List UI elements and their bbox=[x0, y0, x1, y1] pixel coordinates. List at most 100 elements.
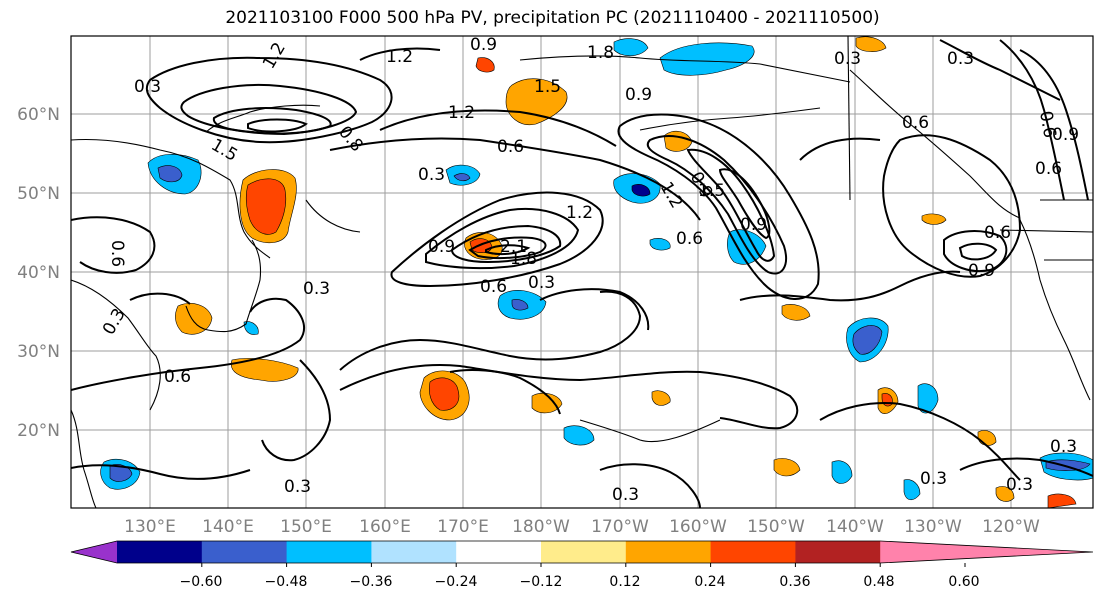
contour-label: 0.3 bbox=[1050, 437, 1077, 457]
precip-blob bbox=[453, 173, 471, 182]
contour-label: 0.3 bbox=[134, 77, 161, 97]
contour-label: 1.2 bbox=[386, 47, 413, 67]
contour-label: 0.3 bbox=[528, 273, 555, 293]
contour-label: 0.9 bbox=[625, 85, 652, 105]
contour-label: 0.9 bbox=[968, 261, 995, 281]
lon-label: 130°E bbox=[124, 517, 176, 537]
colorbar-ticks: −0.60 −0.48 −0.36 −0.24 −0.12 0.12 0.24 … bbox=[180, 574, 980, 590]
contour-label: 0.6 bbox=[497, 137, 524, 157]
colorbar bbox=[70, 540, 1094, 567]
contour-label: 1.5 bbox=[534, 77, 561, 97]
contour-label: 0.9 bbox=[470, 35, 497, 55]
lat-label: 40°N bbox=[17, 263, 60, 283]
precip-blob bbox=[917, 383, 939, 414]
precip-blob bbox=[651, 390, 671, 406]
colorbar-tick-label: 0.36 bbox=[779, 574, 810, 590]
colorbar-segment bbox=[625, 541, 712, 563]
lat-label: 50°N bbox=[17, 184, 60, 204]
latitude-labels: 60°N 50°N 40°N 30°N 20°N bbox=[17, 105, 60, 441]
contour-label: 1.2 bbox=[448, 103, 475, 123]
colorbar-segment bbox=[541, 541, 627, 563]
colorbar-tick-label: −0.12 bbox=[520, 574, 563, 590]
precip-blob bbox=[855, 36, 887, 52]
contour-label: 0.9 bbox=[740, 215, 767, 235]
precip-blob bbox=[613, 38, 649, 57]
precip-blob bbox=[157, 165, 183, 183]
colorbar-tick-label: 0.12 bbox=[609, 574, 640, 590]
lon-label: 130°W bbox=[904, 517, 962, 537]
colorbar-segment bbox=[117, 541, 203, 563]
lon-label: 160°W bbox=[669, 517, 727, 537]
colorbar-tick-label: 0.24 bbox=[694, 574, 725, 590]
contour-label: 0.3 bbox=[1006, 475, 1033, 495]
contour-label: 0.6 bbox=[164, 367, 191, 387]
lon-label: 150°E bbox=[280, 517, 332, 537]
colorbar-outline bbox=[70, 540, 1094, 564]
contour-label: 1.8 bbox=[510, 249, 537, 269]
contour-label: 0.6 bbox=[1035, 109, 1059, 139]
lon-label: 140°E bbox=[202, 517, 254, 537]
contour-label: 0.6 bbox=[984, 223, 1011, 243]
lon-label: 150°W bbox=[747, 517, 805, 537]
lon-label: 140°W bbox=[826, 517, 884, 537]
map-frame bbox=[70, 35, 1094, 509]
precip-blob bbox=[831, 460, 853, 484]
contour-label: 0.9 bbox=[1052, 125, 1079, 145]
contour-label: 1.8 bbox=[587, 43, 614, 63]
lat-label: 20°N bbox=[17, 421, 60, 441]
lon-label: 170°W bbox=[591, 517, 649, 537]
contour-label: 0.6 bbox=[676, 229, 703, 249]
colorbar-segment bbox=[710, 541, 796, 563]
lon-label: 160°E bbox=[359, 517, 411, 537]
contour-label: 2.1 bbox=[500, 237, 527, 257]
contour-label: 0.6 bbox=[1035, 159, 1062, 179]
precipitation-shading bbox=[100, 36, 1093, 508]
colorbar-tick-label: 0.48 bbox=[863, 574, 894, 590]
pv-contours bbox=[71, 39, 1093, 508]
precip-blob bbox=[852, 325, 883, 355]
precip-blob bbox=[903, 479, 921, 501]
precip-blob bbox=[563, 425, 595, 446]
colorbar-tick-label: −0.24 bbox=[435, 574, 478, 590]
lat-label: 60°N bbox=[17, 105, 60, 125]
precip-blob bbox=[921, 213, 947, 225]
colorbar-segment bbox=[286, 541, 372, 563]
colorbar-segment bbox=[201, 541, 288, 563]
contour-label: 0.6 bbox=[480, 277, 507, 297]
precip-blob bbox=[773, 458, 801, 477]
precip-blob bbox=[995, 486, 1015, 502]
precip-blob bbox=[1045, 459, 1091, 471]
colorbar-tick-label: −0.60 bbox=[180, 574, 223, 590]
contour-label: 1.5 bbox=[698, 181, 725, 201]
contour-label: 0.3 bbox=[284, 477, 311, 497]
contour-label: 0.3 bbox=[920, 469, 947, 489]
precip-blob bbox=[230, 358, 299, 382]
contour-label: 0.3 bbox=[612, 485, 639, 505]
contour-label: 0.6 bbox=[107, 240, 127, 267]
lon-label: 170°E bbox=[437, 517, 489, 537]
precip-blob bbox=[175, 303, 213, 335]
contour-label: 0.3 bbox=[947, 49, 974, 69]
contour-label: 0.6 bbox=[902, 113, 929, 133]
precip-blob bbox=[245, 178, 287, 235]
colorbar-segment bbox=[795, 541, 881, 563]
colorbar-tick-label: −0.48 bbox=[265, 574, 308, 590]
precip-blob bbox=[475, 57, 495, 73]
contour-label: 0.3 bbox=[418, 165, 445, 185]
contour-label: 1.2 bbox=[566, 203, 593, 223]
lat-label: 30°N bbox=[17, 342, 60, 362]
contour-label: 0.3 bbox=[303, 279, 330, 299]
colorbar-tick-label: −0.36 bbox=[350, 574, 393, 590]
coastlines bbox=[71, 36, 1093, 508]
precip-blob bbox=[505, 78, 568, 126]
lon-label: 120°W bbox=[982, 517, 1040, 537]
precip-blob bbox=[1047, 493, 1077, 508]
colorbar-segment bbox=[456, 541, 542, 563]
contour-label: 0.9 bbox=[428, 237, 455, 257]
precip-blob bbox=[511, 299, 529, 311]
colorbar-tick-label: 0.60 bbox=[948, 574, 979, 590]
longitude-labels: 130°E 140°E 150°E 160°E 170°E 180°W 170°… bbox=[124, 517, 1040, 537]
precip-blob bbox=[649, 238, 671, 251]
contour-label: 0.3 bbox=[834, 49, 861, 69]
colorbar-extend-min bbox=[71, 541, 117, 563]
